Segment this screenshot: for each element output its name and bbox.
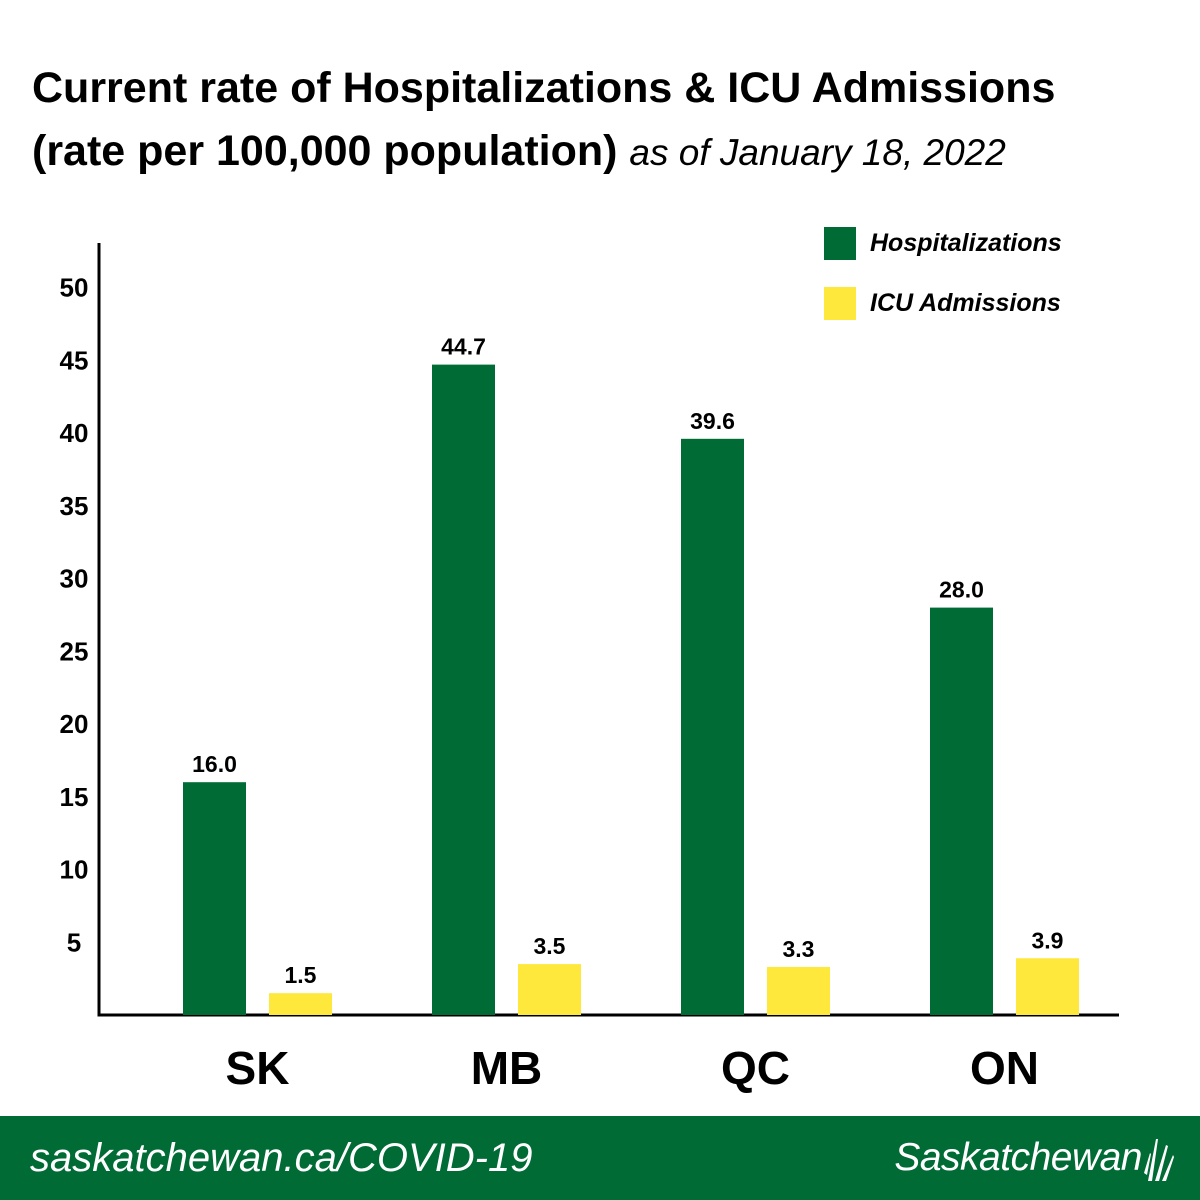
wheat-sheaf-icon: [1144, 1139, 1174, 1181]
data-label: 39.6: [690, 408, 735, 434]
y-tick-label: 35: [60, 491, 89, 521]
y-tick-label: 45: [60, 345, 89, 375]
y-tick-label: 50: [60, 273, 89, 303]
saskatchewan-logo: Saskatchewan: [894, 1130, 1174, 1186]
x-category-label: QC: [721, 1042, 790, 1094]
y-tick-label: 15: [60, 782, 89, 812]
data-label: 1.5: [285, 962, 317, 988]
y-tick-label: 40: [60, 418, 89, 448]
data-label: 3.3: [783, 936, 815, 962]
saskatchewan-wordmark: Saskatchewan: [894, 1136, 1142, 1179]
legend-label: ICU Admissions: [870, 289, 1061, 317]
data-label: 28.0: [939, 577, 984, 603]
chart-subtitle: (rate per 100,000 population) as of Janu…: [32, 125, 1006, 179]
data-label: 16.0: [192, 751, 237, 777]
data-label: 3.9: [1032, 927, 1064, 953]
x-category-label: MB: [471, 1042, 543, 1094]
bar-icu-admissions-qc: [767, 966, 830, 1015]
data-label: 44.7: [441, 334, 486, 360]
footer-banner: saskatchewan.ca/COVID-19 Saskatchewan: [0, 1116, 1200, 1200]
x-category-label: SK: [226, 1042, 290, 1094]
data-label: 3.5: [534, 933, 566, 959]
footer-url-link[interactable]: saskatchewan.ca/COVID-19: [30, 1136, 533, 1180]
subtitle-date: as of January 18, 2022: [629, 132, 1006, 173]
bar-hospitalizations-on: [930, 607, 993, 1015]
legend-swatch-icu-admissions: [824, 287, 856, 320]
legend-label: Hospitalizations: [870, 229, 1062, 257]
bar-hospitalizations-mb: [432, 364, 495, 1015]
y-tick-label: 30: [60, 564, 89, 594]
y-tick-label: 5: [67, 927, 81, 957]
bar-icu-admissions-on: [1016, 958, 1079, 1015]
legend-swatch-hospitalizations: [824, 227, 856, 260]
bar-chart: 5 10 15 20 25 30 35 40 45 50 16.0 1.5 SK 44.7 3.5 MB 39.…: [60, 227, 1119, 1094]
x-category-label: ON: [970, 1042, 1039, 1094]
bar-hospitalizations-sk: [183, 782, 246, 1015]
bar-icu-admissions-mb: [518, 964, 581, 1015]
y-tick-label: 10: [60, 855, 89, 885]
y-tick-label: 25: [60, 636, 89, 666]
bar-icu-admissions-sk: [269, 993, 332, 1015]
chart-title: Current rate of Hospitalizations & ICU A…: [32, 64, 1056, 112]
subtitle-rate-basis: (rate per 100,000 population): [32, 127, 618, 175]
y-tick-label: 20: [60, 709, 89, 739]
bar-hospitalizations-qc: [681, 438, 744, 1015]
